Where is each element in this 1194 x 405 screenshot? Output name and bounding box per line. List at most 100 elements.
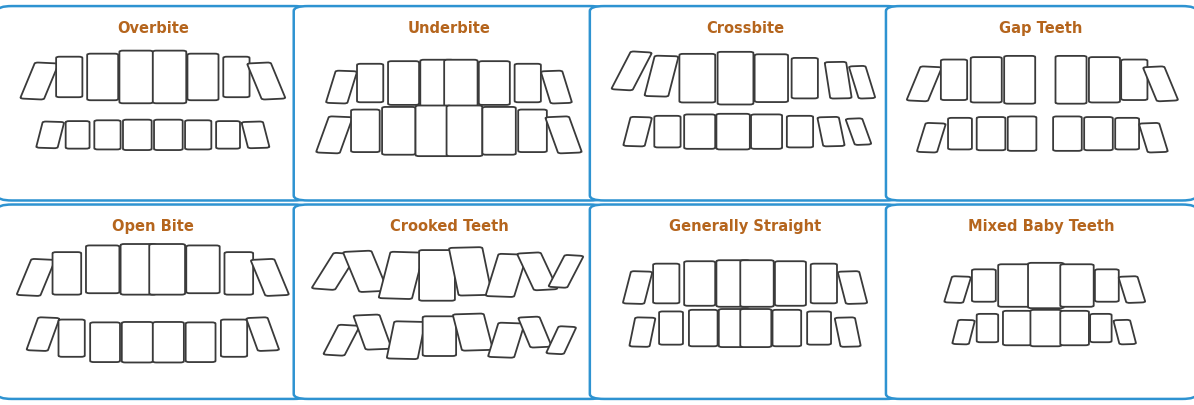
Text: Generally Straight: Generally Straight [669,219,821,234]
FancyBboxPatch shape [972,269,996,302]
FancyBboxPatch shape [94,120,121,149]
FancyBboxPatch shape [518,317,552,347]
FancyBboxPatch shape [807,311,831,345]
FancyBboxPatch shape [775,261,806,306]
FancyBboxPatch shape [953,320,974,344]
FancyBboxPatch shape [449,247,492,296]
FancyBboxPatch shape [221,320,247,357]
FancyBboxPatch shape [755,54,788,102]
FancyBboxPatch shape [886,205,1194,399]
FancyBboxPatch shape [1008,117,1036,151]
FancyBboxPatch shape [659,311,683,345]
FancyBboxPatch shape [246,318,279,351]
FancyBboxPatch shape [387,321,425,359]
Text: Overbite: Overbite [117,21,189,36]
FancyBboxPatch shape [977,314,998,342]
FancyBboxPatch shape [1139,123,1168,152]
FancyBboxPatch shape [17,259,55,296]
FancyBboxPatch shape [185,120,211,149]
FancyBboxPatch shape [998,264,1032,307]
FancyBboxPatch shape [224,252,253,295]
FancyBboxPatch shape [378,252,424,299]
FancyBboxPatch shape [719,309,750,347]
FancyBboxPatch shape [53,252,81,295]
FancyBboxPatch shape [187,54,219,100]
FancyBboxPatch shape [716,260,750,307]
FancyBboxPatch shape [1144,66,1177,101]
FancyBboxPatch shape [886,6,1194,200]
FancyBboxPatch shape [91,322,121,362]
FancyBboxPatch shape [623,271,652,304]
FancyBboxPatch shape [718,52,753,104]
FancyBboxPatch shape [241,122,270,148]
FancyBboxPatch shape [121,244,156,295]
FancyBboxPatch shape [689,310,718,346]
FancyBboxPatch shape [838,271,867,304]
FancyBboxPatch shape [590,6,900,200]
FancyBboxPatch shape [382,107,416,155]
FancyBboxPatch shape [1030,310,1061,346]
FancyBboxPatch shape [907,66,941,101]
FancyBboxPatch shape [654,116,681,147]
FancyBboxPatch shape [971,57,1002,102]
FancyBboxPatch shape [447,106,482,156]
Text: Gap Teeth: Gap Teeth [999,21,1083,36]
FancyBboxPatch shape [1060,311,1089,345]
FancyBboxPatch shape [1089,57,1120,102]
FancyBboxPatch shape [716,114,750,149]
FancyBboxPatch shape [1084,117,1113,150]
FancyBboxPatch shape [611,51,652,90]
FancyBboxPatch shape [479,61,510,105]
Text: Open Bite: Open Bite [112,219,193,234]
FancyBboxPatch shape [87,54,118,100]
FancyBboxPatch shape [1115,118,1139,149]
FancyBboxPatch shape [1004,56,1035,104]
Text: Underbite: Underbite [407,21,491,36]
FancyBboxPatch shape [679,54,715,102]
FancyBboxPatch shape [294,205,604,399]
FancyBboxPatch shape [247,62,285,100]
FancyBboxPatch shape [312,253,357,290]
FancyBboxPatch shape [645,56,678,96]
FancyBboxPatch shape [86,245,119,293]
FancyBboxPatch shape [948,118,972,149]
FancyBboxPatch shape [811,264,837,303]
FancyBboxPatch shape [153,51,186,103]
FancyBboxPatch shape [1119,276,1145,303]
FancyBboxPatch shape [388,61,419,105]
FancyBboxPatch shape [787,116,813,147]
FancyBboxPatch shape [740,260,774,307]
FancyBboxPatch shape [186,245,220,293]
FancyBboxPatch shape [482,107,516,155]
FancyBboxPatch shape [653,264,679,303]
FancyBboxPatch shape [149,244,185,295]
FancyBboxPatch shape [251,259,289,296]
FancyBboxPatch shape [123,120,152,150]
FancyBboxPatch shape [216,121,240,149]
FancyBboxPatch shape [26,318,60,351]
FancyBboxPatch shape [1053,117,1082,151]
FancyBboxPatch shape [941,60,967,100]
FancyBboxPatch shape [122,322,153,362]
FancyBboxPatch shape [351,110,380,152]
FancyBboxPatch shape [294,6,604,200]
FancyBboxPatch shape [541,71,572,103]
FancyBboxPatch shape [629,318,656,347]
FancyBboxPatch shape [419,250,455,301]
FancyBboxPatch shape [36,122,64,148]
Text: Mixed Baby Teeth: Mixed Baby Teeth [968,219,1114,234]
FancyBboxPatch shape [0,205,308,399]
Text: Crossbite: Crossbite [706,21,784,36]
FancyBboxPatch shape [223,57,250,97]
FancyBboxPatch shape [518,110,547,152]
FancyBboxPatch shape [684,114,715,149]
FancyBboxPatch shape [154,120,183,150]
FancyBboxPatch shape [547,326,576,354]
FancyBboxPatch shape [357,64,383,102]
FancyBboxPatch shape [977,117,1005,150]
Text: Crooked Teeth: Crooked Teeth [389,219,509,234]
FancyBboxPatch shape [344,251,387,292]
FancyBboxPatch shape [773,310,801,346]
FancyBboxPatch shape [1060,264,1094,307]
FancyBboxPatch shape [1003,311,1032,345]
